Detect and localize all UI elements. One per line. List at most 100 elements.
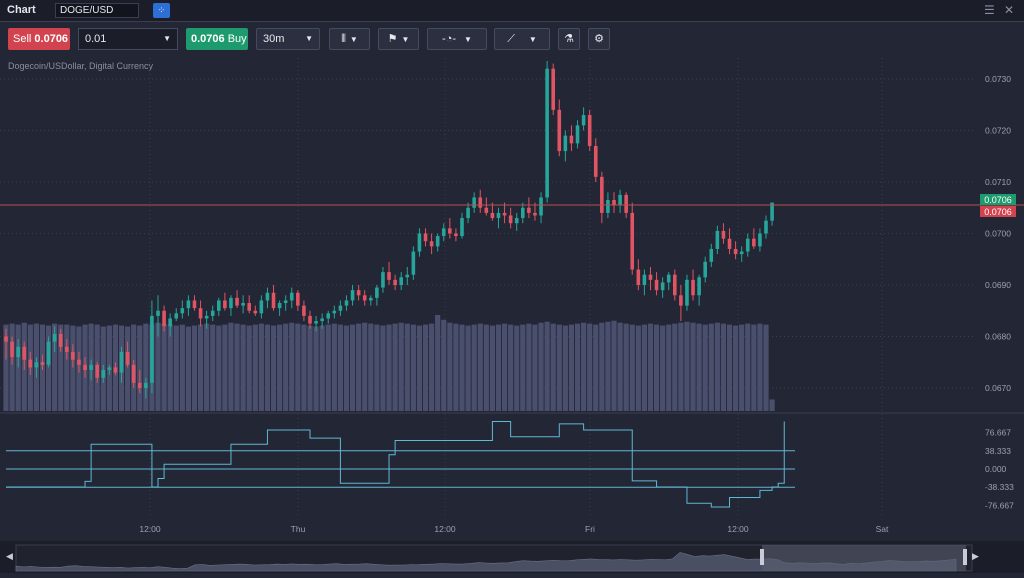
candle-body bbox=[344, 300, 349, 306]
candle-body bbox=[180, 308, 185, 314]
candle bbox=[65, 339, 69, 360]
quantity-select[interactable]: 0.01 ▼ bbox=[78, 28, 178, 50]
candle bbox=[113, 362, 118, 376]
arrow-right-icon[interactable]: ▶ bbox=[972, 551, 979, 561]
candle bbox=[460, 212, 464, 239]
chevron-down-icon: ▼ bbox=[305, 34, 313, 43]
navigator-bar[interactable]: ◀ ▶ bbox=[0, 541, 1024, 573]
drawing-tools-button[interactable]: ⟋ ▼ bbox=[494, 28, 550, 50]
candle bbox=[721, 223, 726, 244]
instrument-description: Dogecoin/USDollar, Digital Currency bbox=[8, 61, 154, 71]
buy-label: Buy bbox=[227, 33, 247, 45]
candle bbox=[660, 277, 665, 298]
candle bbox=[83, 357, 87, 378]
candle bbox=[204, 310, 209, 329]
price-chart[interactable]: 0.0730 0.0720 0.0710 0.0700 0.0690 0.0680 0.06… bbox=[0, 58, 1024, 541]
volume-bar bbox=[453, 323, 459, 411]
volume-bar bbox=[137, 325, 143, 411]
candle bbox=[478, 189, 483, 213]
candle-body bbox=[52, 333, 57, 342]
candle-body bbox=[95, 364, 99, 378]
chevron-down-icon: ▼ bbox=[401, 35, 410, 44]
candle-body bbox=[10, 341, 14, 358]
candle bbox=[180, 300, 185, 319]
volume-bar bbox=[45, 325, 52, 411]
candle bbox=[150, 300, 154, 394]
candle-body bbox=[624, 194, 628, 213]
symbol-search-icon[interactable]: ⁘ bbox=[153, 3, 170, 18]
navigator-right-handle[interactable] bbox=[963, 549, 967, 565]
candle bbox=[77, 351, 81, 373]
chart-type-button[interactable]: ⫴ ▼ bbox=[329, 28, 370, 50]
candle-body bbox=[752, 238, 756, 247]
navigator-left-handle[interactable] bbox=[760, 549, 764, 565]
candle-body bbox=[125, 351, 130, 365]
symbol-input[interactable]: DOGE/USD bbox=[55, 3, 139, 18]
candle-body bbox=[539, 197, 543, 216]
candle bbox=[283, 295, 288, 311]
volume-bar bbox=[514, 325, 520, 411]
time-axis: 12:00 Thu 12:00 Fri 12:00 Sat bbox=[139, 524, 889, 534]
volume-bar bbox=[337, 324, 343, 411]
candle-body bbox=[162, 310, 166, 327]
candle bbox=[131, 359, 136, 388]
volume-bar bbox=[362, 322, 368, 411]
volume-bar bbox=[672, 323, 678, 411]
timeframe-select[interactable]: 30m ▼ bbox=[256, 28, 320, 50]
candle-body bbox=[642, 274, 647, 285]
buy-price-tag-text: 0.0706 bbox=[984, 195, 1012, 205]
candle bbox=[575, 120, 580, 149]
volume-bar bbox=[702, 324, 708, 411]
candle bbox=[673, 269, 677, 301]
candle-body bbox=[393, 279, 397, 285]
candle-body bbox=[685, 279, 689, 306]
candlesticks bbox=[4, 60, 774, 399]
candle bbox=[362, 290, 367, 306]
volume-bar bbox=[471, 324, 477, 411]
candle-body bbox=[144, 382, 148, 388]
navigator-window[interactable] bbox=[762, 545, 966, 571]
volume-bar bbox=[678, 322, 684, 411]
indicator-flag-icon: ⚑ bbox=[387, 33, 398, 45]
candle bbox=[411, 246, 416, 280]
candle-body bbox=[113, 367, 118, 373]
candle-body bbox=[715, 230, 720, 249]
oscillator-panel: 76.667 38.333 0.000 -38.333 -76.667 bbox=[6, 421, 1014, 510]
volume-bar bbox=[629, 324, 635, 411]
sell-button[interactable]: Sell 0.0706 bbox=[8, 28, 70, 50]
candle bbox=[429, 233, 434, 255]
indicators-button[interactable]: ⚑ ▼ bbox=[378, 28, 419, 50]
price-axis: 0.0730 0.0720 0.0710 0.0700 0.0690 0.0680 0.06… bbox=[985, 74, 1011, 393]
volume-bar bbox=[410, 324, 416, 411]
candle-body bbox=[174, 313, 179, 319]
candle-body bbox=[223, 300, 227, 309]
arrow-left-icon[interactable]: ◀ bbox=[6, 551, 13, 561]
time-tick-label: Fri bbox=[585, 524, 595, 534]
candle-body bbox=[545, 68, 549, 198]
hamburger-icon[interactable]: ☰ bbox=[984, 3, 995, 17]
volume-bar bbox=[489, 325, 495, 411]
volume-bar bbox=[252, 324, 258, 411]
volume-bar bbox=[696, 323, 702, 411]
close-icon[interactable]: ✕ bbox=[1004, 3, 1015, 17]
volume-bar bbox=[556, 324, 562, 411]
candle-body bbox=[557, 109, 562, 152]
time-tools-button[interactable]: -◔- ▼ bbox=[427, 28, 487, 50]
toolbar: Sell 0.0706 0.01 ▼ 0.0706 Buy 30m ▼ ⫴ ▼ ⚑… bbox=[0, 22, 1024, 58]
candle bbox=[490, 202, 495, 221]
candle-body bbox=[350, 290, 355, 301]
candle-body bbox=[131, 364, 136, 383]
candle bbox=[350, 285, 355, 306]
candle bbox=[551, 63, 555, 116]
candle bbox=[338, 300, 343, 316]
candle bbox=[764, 215, 768, 239]
settings-button[interactable]: ⚙ bbox=[588, 28, 610, 50]
candle bbox=[52, 326, 57, 352]
candle bbox=[326, 310, 331, 324]
candle bbox=[399, 272, 403, 291]
buy-button[interactable]: 0.0706 Buy bbox=[186, 28, 248, 50]
candle-body bbox=[606, 200, 610, 213]
volume-bar bbox=[447, 322, 453, 411]
strategy-button[interactable]: ⚗ bbox=[558, 28, 580, 50]
candle-body bbox=[168, 318, 172, 327]
